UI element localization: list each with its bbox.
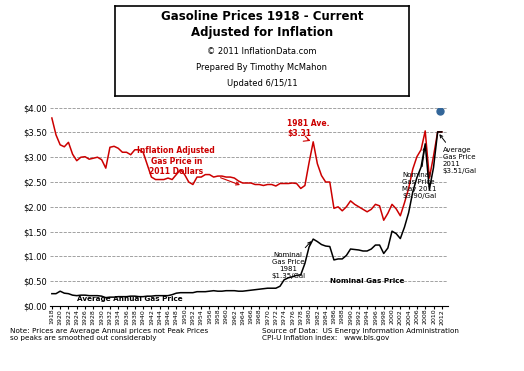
Text: Nominal
Gas Price
May 2011
$3.90/Gal: Nominal Gas Price May 2011 $3.90/Gal <box>402 148 437 199</box>
Text: Source of Data:  US Energy Information Administration
CPI-U Inflation index:   w: Source of Data: US Energy Information Ad… <box>262 328 459 341</box>
Text: Nominal Gas Price: Nominal Gas Price <box>330 278 404 284</box>
Text: Nominal
Gas Price
1981
$1.35/Gal: Nominal Gas Price 1981 $1.35/Gal <box>271 242 311 279</box>
Text: Gasoline Prices 1918 - Current
Adjusted for Inflation: Gasoline Prices 1918 - Current Adjusted … <box>161 10 363 39</box>
Text: Average Annual Gas Price: Average Annual Gas Price <box>77 296 182 302</box>
Text: 1981 Ave.
$3.31: 1981 Ave. $3.31 <box>288 119 330 138</box>
Text: Inflation Adjusted
Gas Price in
2011 Dollars: Inflation Adjusted Gas Price in 2011 Dol… <box>137 146 239 185</box>
Text: Prepared By Timothy McMahon: Prepared By Timothy McMahon <box>196 63 328 72</box>
Text: © 2011 InflationData.com: © 2011 InflationData.com <box>208 46 316 56</box>
Text: Average
Gas Price
2011
$3.51/Gal: Average Gas Price 2011 $3.51/Gal <box>440 135 477 174</box>
Text: Note: Prices are Average Annual prices not Peak Prices
so peaks are smoothed out: Note: Prices are Average Annual prices n… <box>10 328 209 341</box>
Text: Updated 6/15/11: Updated 6/15/11 <box>227 79 297 88</box>
